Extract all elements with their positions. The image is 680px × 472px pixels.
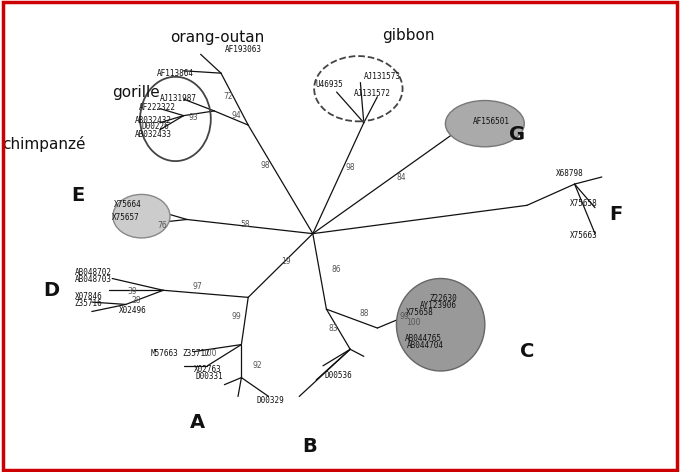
Text: E: E [71,186,85,205]
Text: orang-outan: orang-outan [171,30,265,45]
Text: AB044765: AB044765 [405,334,441,344]
Text: AJ131987: AJ131987 [160,93,197,103]
Text: 100: 100 [202,348,217,358]
Text: gibbon: gibbon [381,28,435,43]
Text: D00331: D00331 [196,372,223,381]
Text: AY123906: AY123906 [420,301,457,311]
Text: 99: 99 [232,312,241,321]
Text: 72: 72 [223,92,233,101]
Text: AB032432: AB032432 [135,116,171,125]
Text: 84: 84 [396,172,406,182]
Text: X68798: X68798 [556,169,583,178]
Text: 83: 83 [328,323,338,333]
Ellipse shape [445,101,524,147]
Text: 76: 76 [157,221,167,230]
Text: X75657: X75657 [112,212,139,222]
Text: gorille: gorille [112,84,160,100]
Text: X07846: X07846 [75,292,102,301]
Text: AJ131573: AJ131573 [364,72,401,82]
Text: D00329: D00329 [257,396,284,405]
Text: 100: 100 [406,318,421,327]
Text: 88: 88 [359,309,369,319]
Text: B: B [302,437,317,455]
Text: X02763: X02763 [194,364,221,374]
Text: 58: 58 [240,219,250,229]
Text: G: G [509,125,525,144]
Text: Z22630: Z22630 [430,294,457,303]
Ellipse shape [113,194,170,238]
Text: X75664: X75664 [114,200,141,209]
Text: 28: 28 [131,296,141,305]
Text: 19: 19 [281,257,290,267]
Text: Z35716: Z35716 [75,298,102,308]
Ellipse shape [396,278,485,371]
Text: 99: 99 [399,312,409,321]
Text: X75658: X75658 [570,199,597,209]
Text: A: A [190,413,205,432]
Text: X02496: X02496 [120,306,147,315]
Text: X75663: X75663 [570,230,597,240]
Text: AF193063: AF193063 [225,45,262,54]
Text: 92: 92 [252,361,262,371]
Text: 93: 93 [189,113,199,123]
Text: U46935: U46935 [316,79,343,89]
Text: D00226: D00226 [141,122,169,131]
Text: 98: 98 [345,163,355,172]
Text: 94: 94 [232,111,241,120]
Text: D: D [43,281,59,300]
Text: X75658: X75658 [407,308,434,318]
Text: M57663: M57663 [151,348,178,358]
Text: 86: 86 [332,264,341,274]
Text: AB044704: AB044704 [407,341,443,351]
Text: AF222322: AF222322 [139,103,176,112]
Text: F: F [609,205,622,224]
Text: AB048703: AB048703 [75,275,112,284]
Text: 97: 97 [192,282,202,292]
Text: C: C [520,342,534,361]
Text: 98: 98 [260,160,270,170]
Text: AB048702: AB048702 [75,268,112,278]
Text: AB032433: AB032433 [135,130,171,139]
Text: chimpanzé: chimpanzé [3,136,86,152]
Text: AF113864: AF113864 [157,68,194,78]
Text: AF156501: AF156501 [473,117,510,126]
Text: 39: 39 [128,287,137,296]
Text: Z35717: Z35717 [182,348,209,358]
Text: AJ131572: AJ131572 [354,89,391,98]
Text: D00536: D00536 [325,371,352,380]
